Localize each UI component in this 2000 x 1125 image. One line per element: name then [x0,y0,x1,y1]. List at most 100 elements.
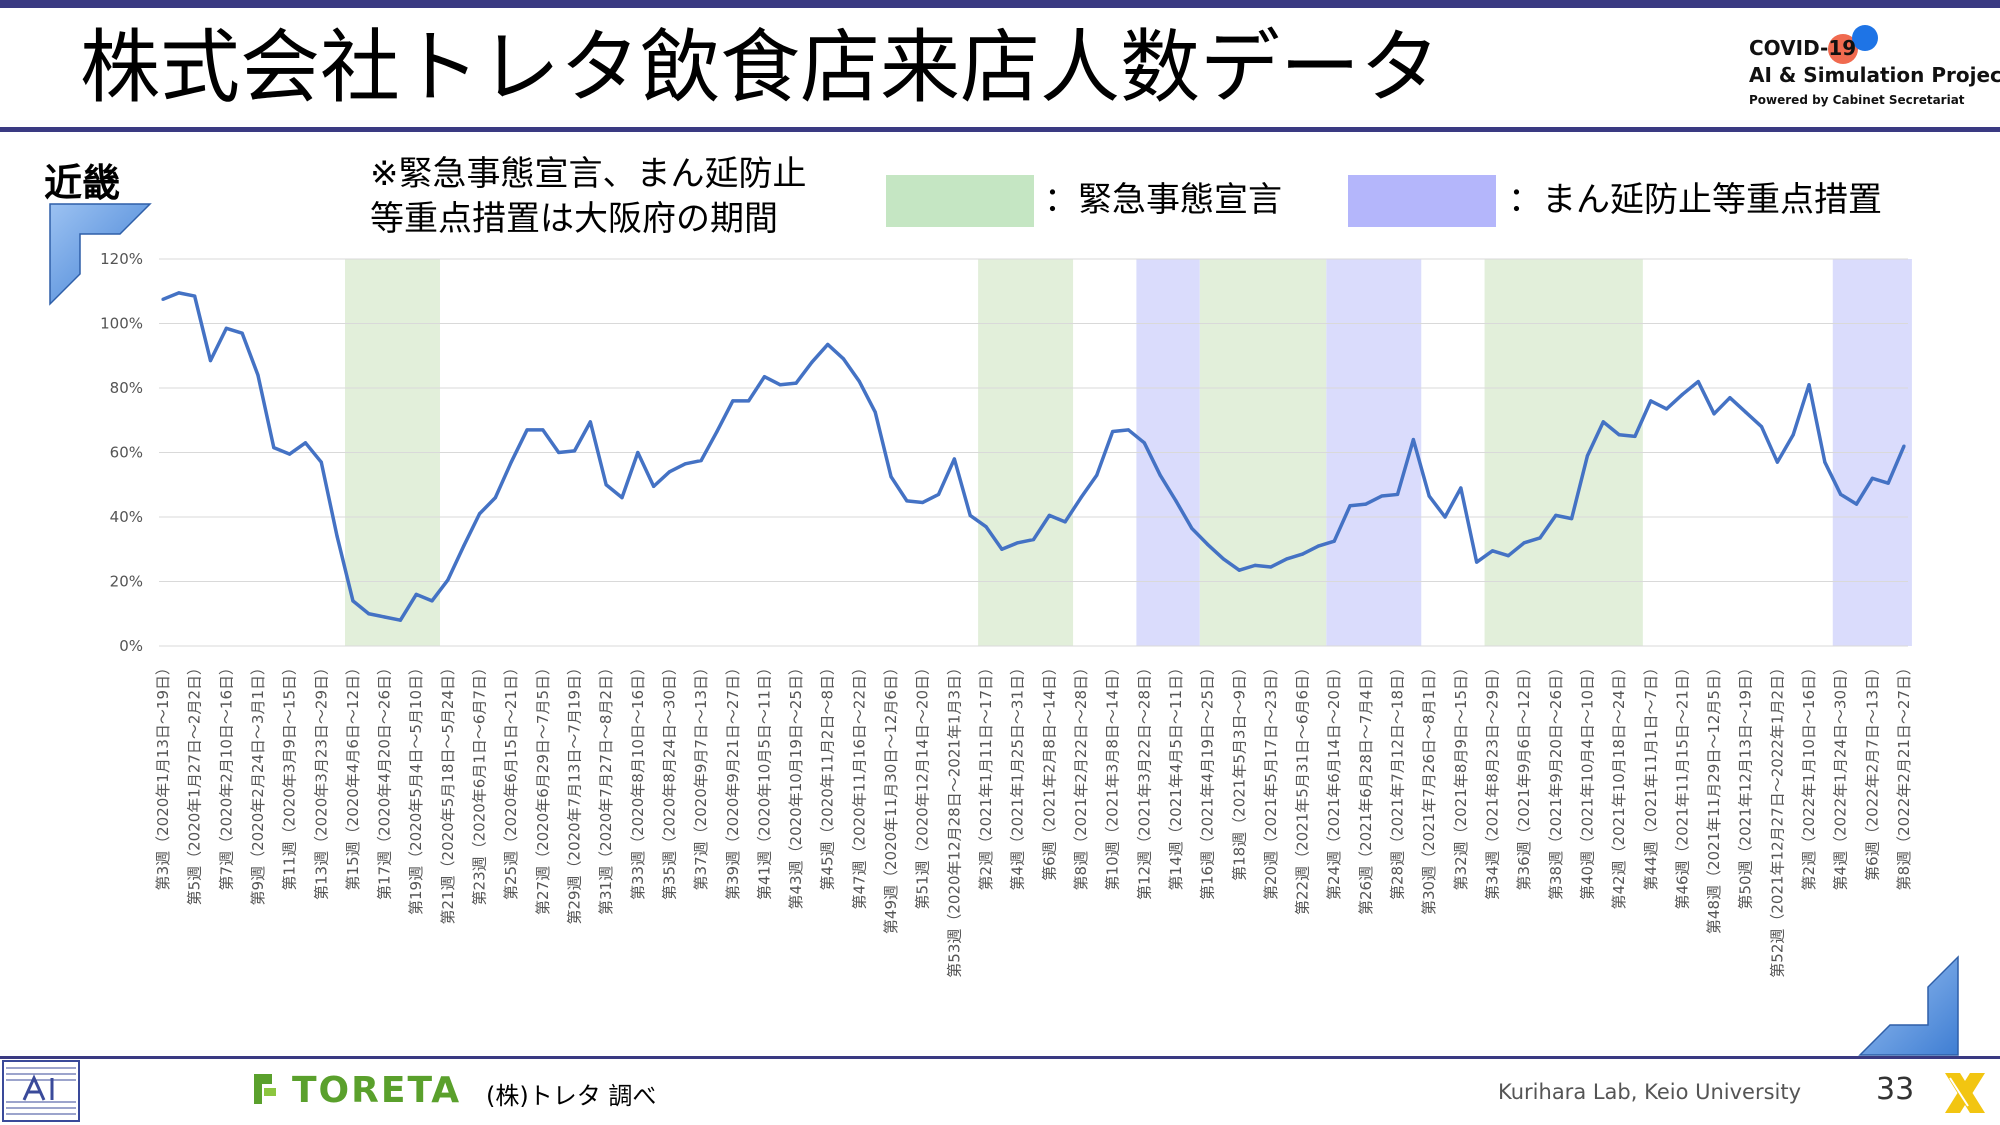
data-point [272,446,276,450]
data-point [1332,539,1336,543]
data-point [1791,433,1795,437]
logo-text-line3: Powered by Cabinet Secretariat [1749,93,1965,107]
x-tick-label: 第37週（2020年9月7日～13日） [692,660,710,890]
period-note-line2: 等重点措置は大阪府の期間 [370,199,778,239]
x-tick-label: 第5週（2020年1月27日～2月2日） [186,660,204,905]
data-point [715,429,719,434]
data-point [382,615,387,619]
legend-emergency-label: ：緊急事態宣言 [1044,180,1282,220]
data-point [1633,434,1637,438]
data-point [1601,420,1605,424]
x-tick-label: 第27週（2020年6月29日～7月5日） [534,660,552,915]
x-tick-label: 第31週（2020年7月27日～8月2日） [597,660,615,915]
x-tick-label: 第34週（2021年8月23日～29日） [1483,660,1501,900]
data-point [968,513,972,517]
data-point [1063,520,1067,524]
x-tick-label: 第52週（2021年12月27日～2022年1月2日） [1768,660,1786,978]
x-tick-label: 第9週（2020年2月24日～3月1日） [249,660,267,905]
data-point [620,496,624,500]
data-point [1870,476,1874,480]
logo-text-line2: AI & Simulation Project [1749,63,2000,87]
data-point [398,618,403,622]
x-tick-label: 第53週（2020年12月28日～2021年1月3日） [945,660,963,978]
data-point [1300,552,1305,556]
data-point [1696,379,1700,384]
x-tick-label: 第49週（2020年11月30日～12月6日） [882,660,900,934]
x-logo-icon [1945,1073,1985,1113]
data-point [161,297,165,301]
data-point [1459,486,1463,490]
period-note: ※緊急事態宣言、まん延防止 等重点措置は大阪府の期間 [370,152,807,242]
data-point [1269,565,1273,569]
data-point [1411,438,1415,442]
data-point [1427,494,1431,498]
data-point [1680,392,1685,397]
corner-arrow-icon [49,203,152,306]
y-tick-label: 20% [110,573,143,591]
x-tick-label: 第12週（2021年3月22日～28日） [1135,660,1153,900]
data-point [778,383,782,387]
data-point [1664,407,1669,411]
data-point [1016,541,1020,545]
x-tick-label: 第8週（2022年2月21日～27日） [1895,660,1913,890]
data-point [256,373,260,377]
data-point [1490,549,1495,553]
x-tick-label: 第6週（2021年2月8日～14日） [1040,660,1058,881]
data-point [604,483,608,487]
x-tick-label: 第47週（2020年11月16日～22日） [850,660,868,910]
data-point [1285,557,1289,561]
data-source: (株)トレタ 調べ [486,1082,657,1110]
data-point [1538,536,1542,540]
page-title: 株式会社トレタ飲食店来店人数データ [80,21,1440,114]
x-tick-label: 第4週（2022年1月24日～30日） [1832,660,1850,890]
data-point [683,462,687,466]
legend-manbo-label: ：まん延防止等重点措置 [1508,180,1882,220]
data-point [667,470,672,474]
x-tick-label: 第23週（2020年6月1日～6月7日） [471,660,489,905]
data-point [1316,544,1320,548]
data-point [652,484,656,488]
x-tick-label: 第33週（2020年8月10日～16日） [629,660,647,900]
x-tick-label: 第28週（2021年7月12日～18日） [1389,660,1407,900]
x-tick-label: 第42週（2021年10月18日～24日） [1610,660,1628,910]
page-number: 33 [1876,1072,1915,1107]
x-tick-label: 第45週（2020年11月2日～8日） [819,660,837,890]
data-point [1031,537,1036,542]
data-point [636,450,640,455]
x-tick-label: 第16週（2021年4月19日～25日） [1199,660,1217,900]
x-tick-label: 第25週（2020年6月15日～21日） [502,660,520,900]
x-tick-label: 第17週（2020年4月20日～26日） [376,660,394,900]
data-point [288,452,292,456]
data-point [1395,492,1400,497]
x-tick-label: 第21週（2020年5月18日～5月24日） [439,660,457,925]
x-tick-label: 第39週（2020年9月21日～27日） [724,660,742,900]
x-tick-label: 第29週（2020年7月13日～7月19日） [566,660,584,925]
data-point [699,458,703,463]
data-point [1617,433,1621,437]
data-point [1854,502,1859,506]
x-tick-label: 第18週（2021年5月3日～9日） [1230,660,1248,881]
data-point [1886,481,1890,485]
data-point [747,399,751,403]
data-point [873,410,877,414]
data-point [1174,499,1178,503]
data-point [1443,515,1447,519]
data-point [1839,492,1843,497]
data-point [1807,383,1811,387]
x-tick-label: 第20週（2021年5月17日～23日） [1262,660,1280,900]
data-point [1728,396,1732,400]
x-tick-label: 第46週（2021年11月15日～21日） [1673,660,1691,910]
legend-emergency-swatch [886,175,1034,227]
data-point [462,544,466,548]
data-point [762,375,767,379]
x-tick-label: 第26週（2021年6月28日～7月4日） [1357,660,1375,915]
x-tick-label: 第11週（2020年3月9日～15日） [281,660,299,890]
x-tick-label: 第19週（2020年5月4日～5月10日） [407,660,425,915]
data-point [1126,428,1131,432]
data-point [936,492,941,497]
data-point [240,331,244,335]
x-tick-label: 第50週（2021年12月13日～19日） [1737,660,1755,910]
x-tick-label: 第8週（2021年2月22日～28日） [1072,660,1090,890]
data-point [541,428,545,432]
data-point [208,358,213,363]
